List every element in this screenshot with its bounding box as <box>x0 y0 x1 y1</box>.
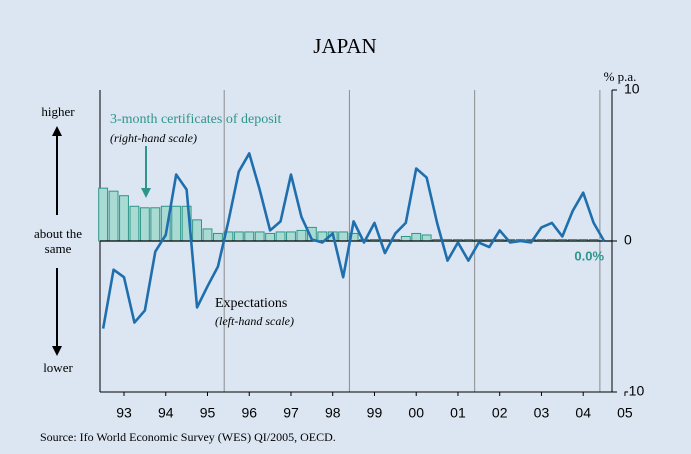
y2-tick-label: 0 <box>624 232 632 248</box>
left-label: about the same <box>33 226 82 256</box>
bar <box>411 232 422 242</box>
arrow-down-head <box>52 346 62 356</box>
x-tick-label: 05 <box>617 405 633 421</box>
x-tick-label: 03 <box>534 405 550 421</box>
bar <box>129 205 140 242</box>
bar <box>108 190 119 242</box>
left-label: lower <box>43 360 73 375</box>
y2-tick-label: 10 <box>624 81 640 97</box>
arrow-up-head <box>52 126 62 136</box>
bar <box>275 231 286 242</box>
bar <box>286 231 296 242</box>
line <box>101 152 606 329</box>
annotation: Expectations <box>215 296 287 311</box>
bar <box>171 205 182 242</box>
source: Source: Ifo World Economic Survey (WES) … <box>40 430 336 444</box>
x-tick-label: 01 <box>450 405 466 421</box>
bar <box>296 229 307 242</box>
x-tick-label: 99 <box>367 405 383 421</box>
x-tick-label: 00 <box>408 405 424 421</box>
y2-unit: % p.a. <box>604 69 637 84</box>
x-tick-label: 04 <box>575 405 591 421</box>
bar <box>244 231 255 242</box>
bar <box>139 207 150 242</box>
x-tick-label: 98 <box>325 405 341 421</box>
bar <box>98 187 109 242</box>
bar <box>254 231 265 242</box>
bar <box>150 207 161 242</box>
annotation-arrow-head <box>141 188 151 198</box>
bar <box>212 232 223 242</box>
bar <box>119 195 129 242</box>
bar <box>202 228 213 242</box>
x-tick-label: 94 <box>158 405 174 421</box>
bar <box>421 234 432 242</box>
plot: 93 94 95 96 97 98 99 00 01 02 03 04 05 10 0 -10 0.0% <box>98 81 644 421</box>
x-tick-label: 96 <box>241 405 257 421</box>
bar <box>192 219 202 242</box>
annotation: 3-month certificates of deposit <box>110 112 282 127</box>
bar <box>233 231 244 242</box>
bar <box>400 235 411 242</box>
annotation-note: (left-hand scale) <box>215 314 294 328</box>
x-tick-label: 93 <box>116 405 132 421</box>
data-label: 0.0% <box>574 248 604 263</box>
chart-title: JAPAN <box>313 34 376 58</box>
x-tick-label: 97 <box>283 405 299 421</box>
annotation-note: (right-hand scale) <box>110 131 197 145</box>
y2-tick-label: -10 <box>624 383 644 399</box>
left-label: higher <box>41 104 75 119</box>
bar <box>338 231 349 242</box>
x-tick-label: 95 <box>200 405 216 421</box>
x-tick-label: 02 <box>492 405 508 421</box>
bar <box>265 232 276 242</box>
